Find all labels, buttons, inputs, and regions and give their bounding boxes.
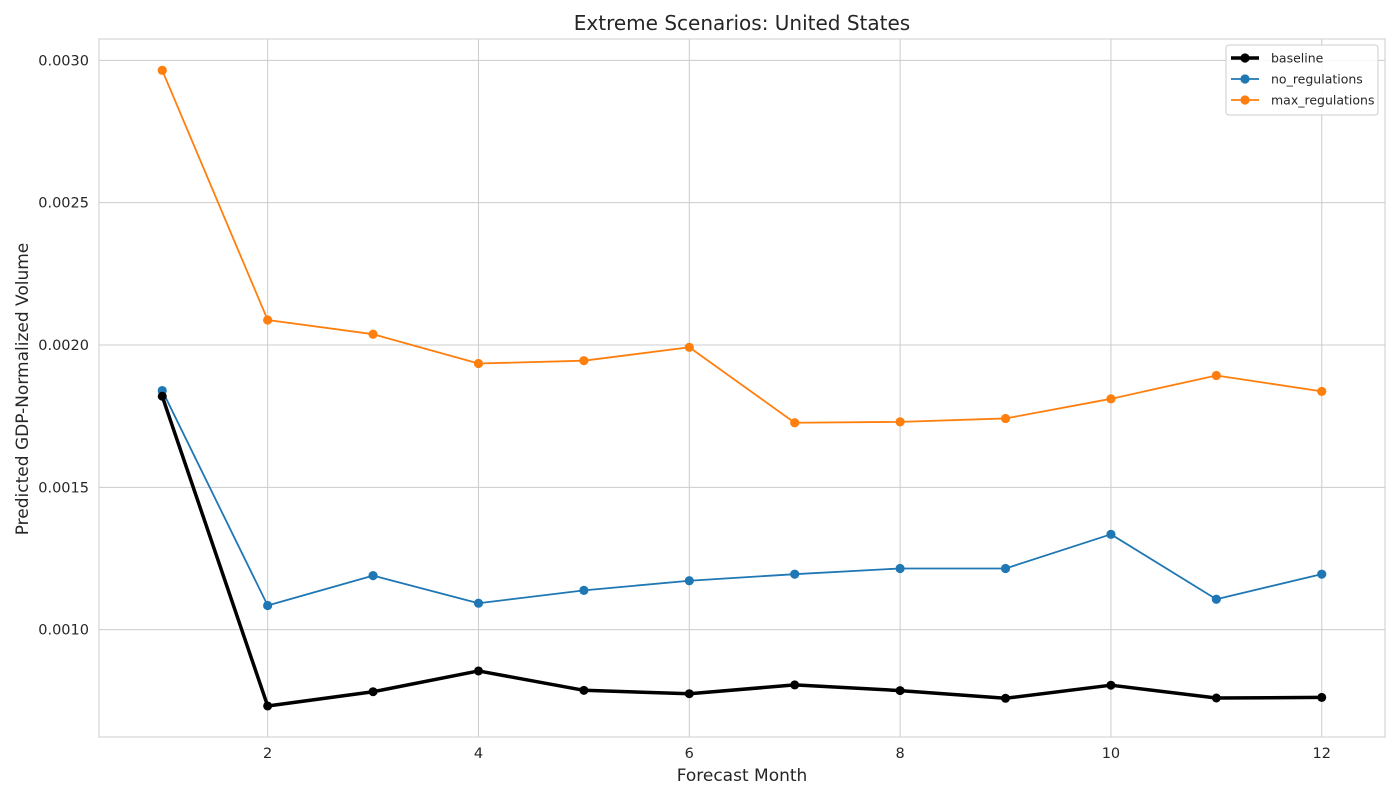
grid-lines — [99, 39, 1385, 737]
data-point-baseline — [1211, 693, 1221, 703]
legend-entries: baseline no_regulations max_regulations — [1231, 51, 1375, 108]
data-point-baseline — [157, 391, 167, 401]
legend-marker — [1240, 74, 1250, 84]
x-tick-label: 8 — [895, 746, 904, 762]
legend-entry-max_regulations: max_regulations — [1231, 93, 1375, 108]
series-lines — [157, 65, 1327, 711]
y-tick-label: 0.0015 — [38, 480, 89, 496]
data-point-no_regulations — [263, 600, 273, 611]
legend-marker — [1240, 53, 1250, 63]
data-point-no_regulations — [473, 598, 484, 608]
series-no_regulations — [157, 385, 1327, 611]
data-point-max_regulations — [1000, 413, 1011, 424]
data-point-no_regulations — [1106, 529, 1116, 539]
plot-background — [99, 39, 1385, 737]
x-tick-label: 12 — [1313, 746, 1331, 762]
x-tick-label: 6 — [685, 746, 694, 762]
data-point-max_regulations — [473, 358, 484, 369]
data-point-no_regulations — [1000, 563, 1011, 574]
data-point-max_regulations — [1106, 394, 1116, 404]
legend-label: max_regulations — [1271, 93, 1375, 108]
legend-entry-baseline: baseline — [1231, 51, 1324, 66]
plot-area — [98, 38, 1386, 738]
data-point-no_regulations — [895, 563, 905, 574]
data-point-baseline — [473, 666, 483, 676]
data-point-max_regulations — [895, 417, 905, 427]
legend-box — [1225, 44, 1379, 116]
data-point-max_regulations — [263, 315, 273, 325]
x-tick-label: 4 — [474, 746, 483, 762]
data-point-baseline — [684, 689, 694, 699]
plot-frame — [98, 38, 1386, 738]
y-tick-label: 0.0025 — [38, 196, 89, 212]
data-point-baseline — [1317, 692, 1327, 702]
legend-entry-no_regulations: no_regulations — [1231, 72, 1363, 87]
data-point-max_regulations — [684, 342, 694, 352]
series-line-baseline — [160, 394, 1324, 708]
data-point-no_regulations — [368, 570, 378, 581]
data-point-no_regulations — [684, 576, 694, 586]
series-line-max_regulations — [161, 69, 1323, 424]
data-point-baseline — [790, 680, 800, 690]
data-point-baseline — [1106, 680, 1116, 690]
legend: baseline no_regulations max_regulations — [1225, 44, 1379, 116]
legend-label: baseline — [1271, 51, 1324, 66]
data-point-no_regulations — [579, 585, 589, 595]
series-baseline — [157, 391, 1327, 711]
data-point-max_regulations — [1317, 386, 1327, 397]
series-line-no_regulations — [161, 389, 1323, 607]
data-point-no_regulations — [790, 569, 800, 579]
data-point-no_regulations — [1211, 594, 1221, 604]
data-point-baseline — [1001, 693, 1011, 703]
data-point-max_regulations — [579, 356, 589, 366]
data-point-max_regulations — [790, 418, 800, 428]
x-tick-labels: 2 4 6 8 10 12 — [263, 746, 1331, 762]
legend-marker — [1240, 95, 1250, 105]
series-max_regulations — [157, 65, 1327, 428]
x-axis-label: Forecast Month — [677, 766, 808, 786]
y-tick-label: 0.0010 — [38, 623, 89, 639]
legend-label: no_regulations — [1271, 72, 1363, 87]
data-point-max_regulations — [368, 329, 378, 339]
x-tick-label: 10 — [1102, 746, 1120, 762]
data-point-no_regulations — [1317, 569, 1327, 579]
y-tick-label: 0.0020 — [38, 338, 89, 354]
data-point-baseline — [263, 701, 273, 711]
data-point-baseline — [579, 685, 589, 695]
data-point-max_regulations — [157, 65, 167, 75]
x-tick-label: 2 — [263, 746, 272, 762]
data-point-baseline — [895, 686, 905, 696]
y-axis-label: Predicted GDP-Normalized Volume — [13, 243, 33, 536]
y-tick-label: 0.0030 — [38, 53, 89, 69]
chart-title: Extreme Scenarios: United States — [574, 11, 910, 35]
data-point-max_regulations — [1211, 370, 1221, 381]
y-tick-labels: 0.0010 0.0015 0.0020 0.0025 0.0030 — [38, 53, 89, 638]
data-point-baseline — [368, 687, 378, 697]
